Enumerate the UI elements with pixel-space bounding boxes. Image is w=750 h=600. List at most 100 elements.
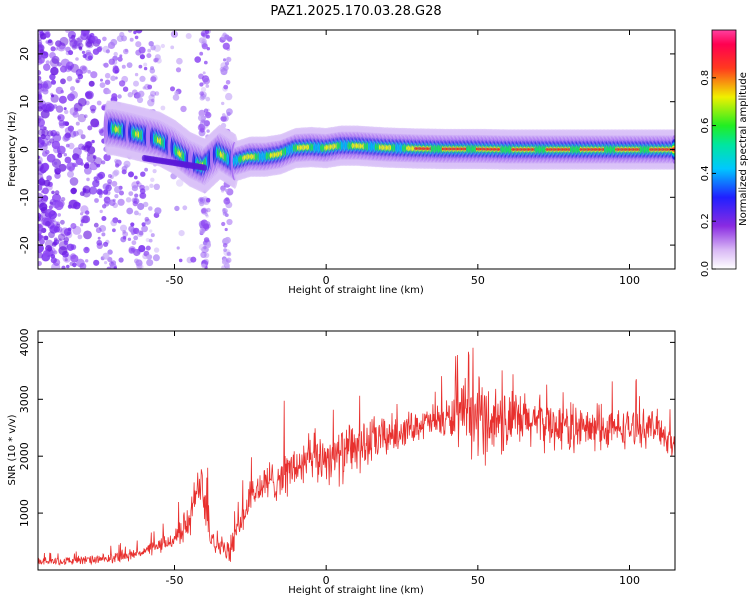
noise-blob: [84, 144, 91, 152]
noise-blob: [53, 161, 58, 165]
noise-blob: [84, 114, 88, 118]
x-tick-label: 0: [323, 574, 330, 587]
noise-blob: [223, 248, 228, 253]
colorbar-gradient: [711, 29, 737, 270]
noise-blob: [223, 197, 231, 205]
y-tick-label: -10: [18, 188, 31, 206]
noise-blob: [120, 224, 127, 232]
noise-blob: [150, 233, 155, 238]
noise-blob: [102, 252, 110, 260]
noise-blob: [89, 104, 97, 112]
noise-blob: [121, 64, 126, 69]
noise-blob: [43, 250, 50, 257]
noise-blob: [160, 105, 166, 111]
noise-blob: [150, 76, 157, 83]
noise-blob: [38, 69, 42, 76]
y-tick-label: 0: [18, 146, 31, 153]
noise-blob: [83, 246, 90, 254]
noise-blob: [117, 56, 123, 62]
noise-blob: [60, 219, 65, 225]
noise-blob: [224, 213, 229, 218]
noise-blob: [109, 199, 116, 206]
colorbar-tick-label: 0.2: [700, 213, 711, 229]
noise-blob: [199, 91, 204, 96]
noise-blob: [69, 90, 78, 100]
noise-blob: [82, 215, 91, 224]
noise-blob: [63, 133, 71, 141]
noise-blob: [198, 73, 204, 80]
noise-blob: [151, 98, 155, 103]
noise-blob: [88, 80, 95, 87]
noise-blob: [124, 48, 129, 53]
x-tick-label: 50: [471, 574, 485, 587]
noise-blob: [138, 245, 146, 253]
noise-blob: [54, 190, 60, 195]
spectrogram-heatmap: [38, 30, 675, 269]
noise-blob: [194, 56, 201, 63]
noise-blob: [153, 247, 160, 253]
noise-blob: [70, 223, 77, 229]
noise-blob: [104, 201, 110, 207]
noise-blob: [67, 227, 72, 232]
noise-blob: [131, 197, 138, 204]
colorbar: 0.0 0.2 0.4 0.6 0.8 Normalized spectral ampl…: [700, 29, 749, 277]
noise-blob: [77, 36, 84, 43]
noise-blob: [58, 246, 68, 256]
noise-blob: [99, 225, 107, 232]
y-tick-label: 10: [18, 95, 31, 109]
noise-blob: [149, 68, 156, 74]
noise-blob: [200, 86, 207, 93]
noise-blob: [87, 125, 93, 131]
noise-blob: [83, 145, 90, 153]
noise-blob: [38, 118, 45, 127]
noise-blob: [42, 88, 49, 95]
y-tick-label: 4000: [18, 328, 31, 356]
noise-blob: [204, 30, 210, 34]
noise-blob: [66, 264, 70, 269]
noise-blob: [80, 215, 89, 224]
noise-blob: [149, 183, 154, 188]
noise-blob: [53, 237, 58, 242]
noise-blob: [226, 188, 234, 196]
noise-blob: [221, 101, 225, 106]
noise-blob: [108, 174, 112, 178]
noise-blob: [75, 57, 79, 61]
noise-blob: [139, 54, 145, 60]
noise-blob: [130, 247, 135, 252]
noise-blob: [112, 217, 119, 224]
noise-blob: [48, 205, 54, 210]
noise-blob: [38, 223, 44, 228]
y-tick-label: 2000: [18, 442, 31, 470]
noise-blob: [172, 94, 180, 101]
noise-blob: [147, 84, 153, 90]
noise-blob: [154, 54, 161, 61]
noise-blob: [138, 64, 143, 69]
noise-blob: [203, 223, 210, 230]
noise-blob: [75, 121, 80, 126]
colorbar-label: Normalized spectral amplitude: [738, 72, 749, 226]
noise-blob: [153, 183, 160, 190]
noise-blob: [131, 240, 137, 246]
noise-blob: [38, 75, 42, 81]
noise-blob: [117, 198, 125, 206]
snr-x-label: Height of straight line (km): [288, 585, 424, 596]
noise-blob: [132, 200, 138, 207]
noise-blob: [38, 39, 43, 46]
noise-blob: [220, 69, 225, 74]
noise-blob: [138, 212, 142, 216]
noise-blob: [178, 230, 185, 237]
noise-blob: [199, 95, 205, 101]
noise-blob: [45, 220, 51, 227]
noise-blob: [66, 243, 75, 251]
noise-blob: [53, 250, 58, 255]
noise-blob: [56, 167, 63, 174]
noise-blob: [104, 72, 111, 79]
noise-blob: [176, 57, 183, 65]
noise-blob: [219, 66, 225, 72]
noise-blob: [201, 246, 209, 254]
noise-blob: [176, 179, 184, 187]
noise-blob: [224, 227, 228, 232]
colorbar-tick-label: 0.6: [700, 118, 711, 134]
noise-blob: [150, 90, 156, 97]
noise-blob: [67, 65, 73, 71]
